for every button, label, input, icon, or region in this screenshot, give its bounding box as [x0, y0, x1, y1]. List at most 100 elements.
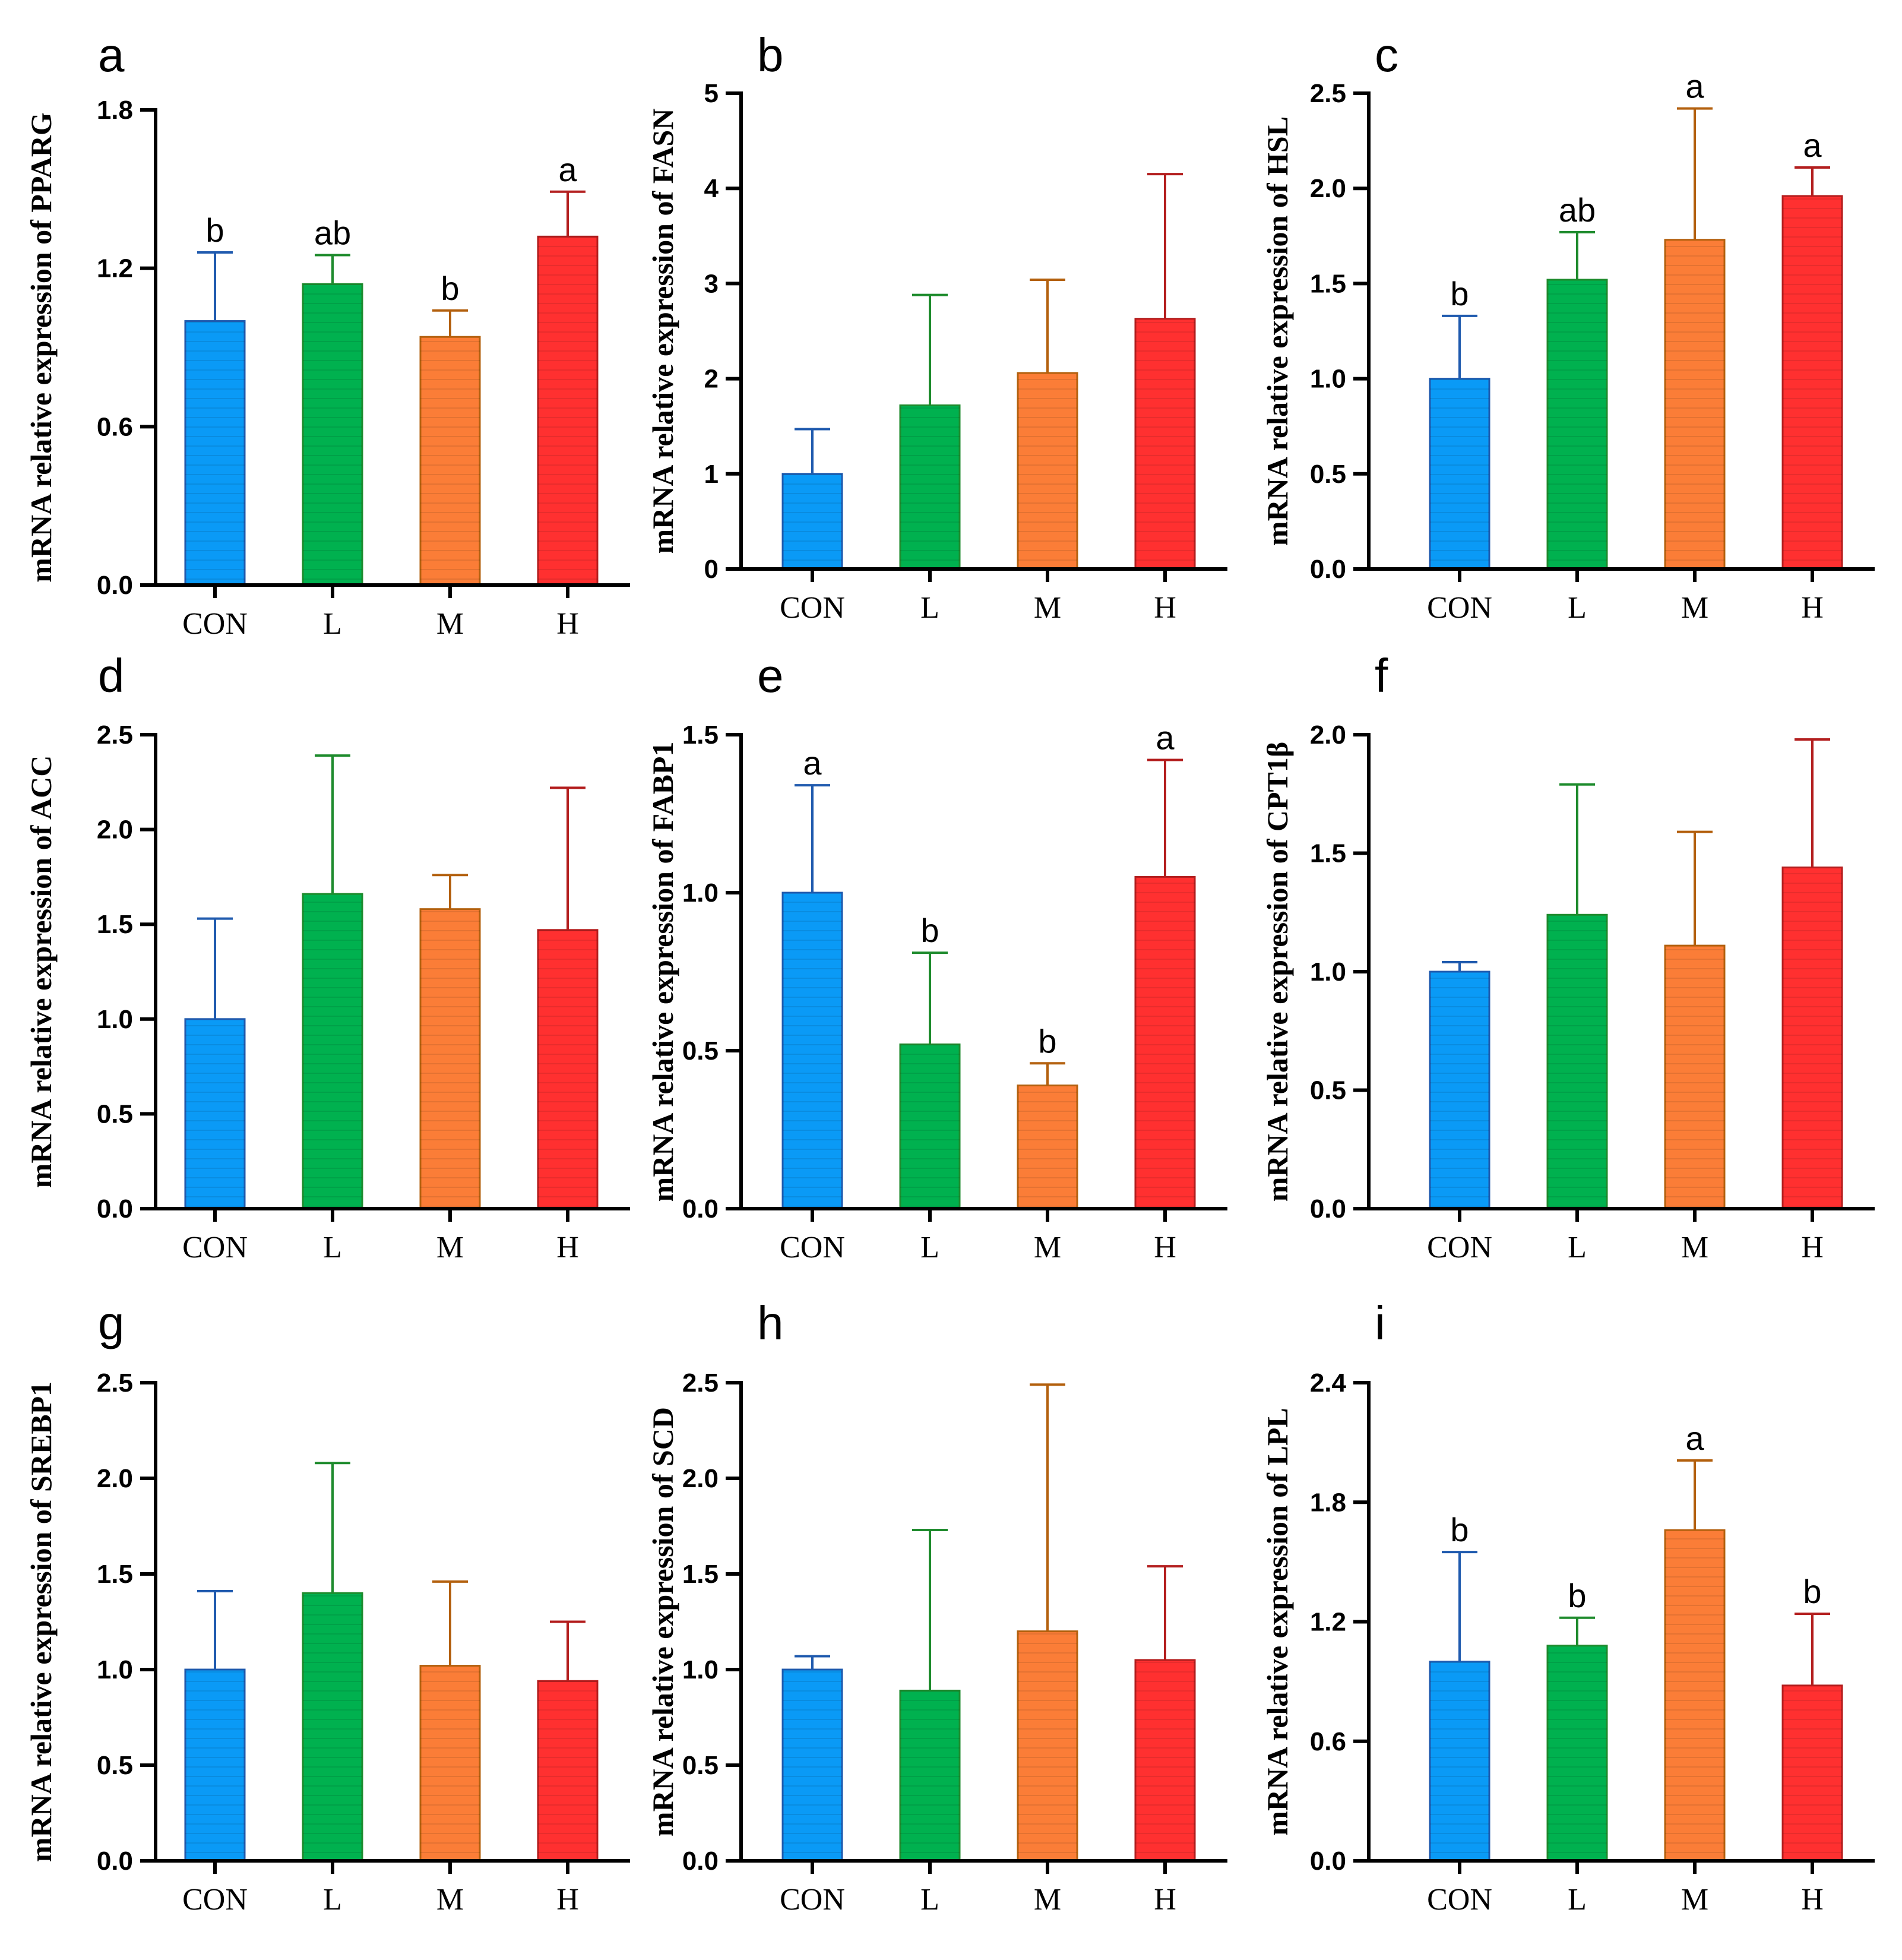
- x-tick-label: M: [436, 607, 464, 641]
- x-tick-label: M: [1034, 1883, 1061, 1917]
- x-tick-label: CON: [182, 1231, 248, 1264]
- x-tick-label: CON: [1427, 1883, 1492, 1917]
- x-tick-label: H: [556, 1883, 579, 1917]
- y-tick-label: 0.0: [1310, 555, 1346, 584]
- chart-panel-i: i mRNA relative expression of LPL 0.0 0.6 1.…: [1261, 1297, 1875, 1917]
- x-tick-label: L: [920, 1231, 939, 1264]
- y-tick-label: 2.4: [1310, 1368, 1347, 1398]
- panel-letter: a: [98, 29, 125, 81]
- y-tick-label: 0: [704, 555, 719, 584]
- panel-letter: c: [1375, 29, 1398, 81]
- chart-panel-d: d mRNA relative expression of ACC 0.0 0.5 1.…: [24, 649, 630, 1264]
- significance-label: b: [205, 211, 224, 249]
- y-tick-label: 1.5: [1310, 839, 1346, 868]
- x-tick-label: M: [1034, 1231, 1061, 1264]
- y-tick-label: 0.5: [682, 1036, 719, 1066]
- x-tick-label: M: [1034, 591, 1061, 625]
- y-tick-label: 0.6: [97, 412, 133, 441]
- significance-label: a: [1156, 719, 1175, 757]
- significance-label: b: [1450, 1511, 1469, 1548]
- significance-label: a: [1685, 1420, 1704, 1457]
- significance-label: a: [1685, 68, 1704, 105]
- y-axis-label: mRNA relative expression of LPL: [1261, 1408, 1294, 1835]
- y-tick-label: 0.5: [682, 1751, 719, 1780]
- y-axis-label: mRNA relative expression of ACC: [24, 755, 58, 1188]
- y-tick-label: 0.0: [1310, 1194, 1346, 1224]
- y-tick-label: 0.6: [1310, 1727, 1346, 1756]
- panel-letter: d: [98, 649, 125, 702]
- x-tick-label: L: [1568, 591, 1587, 625]
- chart-panel-f: f mRNA relative expression of CPT1β 0.0 0.5…: [1261, 649, 1875, 1264]
- y-tick-label: 2.5: [97, 1368, 133, 1398]
- x-tick-label: H: [1801, 591, 1824, 625]
- x-tick-label: L: [920, 1883, 939, 1917]
- significance-label: a: [558, 151, 577, 188]
- y-tick-label: 5: [704, 79, 719, 108]
- bar-texture: [1135, 877, 1195, 1209]
- bar-texture: [1135, 318, 1195, 569]
- bar-texture: [900, 1690, 960, 1861]
- bar-texture: [783, 473, 842, 569]
- y-tick-label: 1.0: [1310, 957, 1346, 987]
- x-tick-label: CON: [1427, 591, 1492, 625]
- bar-texture: [1547, 279, 1607, 569]
- x-tick-label: H: [556, 607, 579, 641]
- bar-texture: [900, 405, 960, 569]
- panel-letter: f: [1375, 649, 1388, 702]
- x-tick-label: M: [436, 1883, 464, 1917]
- y-tick-label: 0.0: [682, 1194, 719, 1224]
- panel-letter: h: [757, 1297, 784, 1349]
- x-tick-label: L: [1568, 1231, 1587, 1264]
- y-tick-label: 1.5: [682, 720, 719, 750]
- y-tick-label: 2.5: [97, 720, 133, 750]
- significance-label: b: [1568, 1577, 1586, 1614]
- x-tick-label: M: [436, 1231, 464, 1264]
- y-tick-label: 0.0: [97, 1847, 133, 1876]
- y-tick-label: 2.0: [1310, 174, 1346, 203]
- y-tick-label: 0.5: [97, 1099, 133, 1128]
- y-tick-label: 0.5: [97, 1751, 133, 1780]
- panel-letter: b: [757, 29, 784, 81]
- x-tick-label: M: [1681, 1883, 1708, 1917]
- x-tick-label: CON: [780, 1883, 845, 1917]
- bar-texture: [1783, 867, 1842, 1209]
- bar-texture: [538, 236, 597, 585]
- bar-texture: [1018, 1085, 1077, 1209]
- bar-texture: [1018, 1631, 1077, 1861]
- y-tick-label: 1.5: [1310, 269, 1346, 298]
- bar-texture: [185, 321, 245, 585]
- chart-panel-a: a mRNA relative expression of PPARG 0.0 0.6…: [24, 29, 630, 641]
- x-tick-label: CON: [182, 607, 248, 641]
- x-tick-label: H: [1154, 1883, 1176, 1917]
- significance-label: a: [803, 744, 822, 782]
- x-tick-label: L: [323, 607, 342, 641]
- bar-texture: [1783, 1685, 1842, 1861]
- y-tick-label: 1.2: [97, 254, 133, 283]
- bar-texture: [303, 284, 362, 585]
- bar-texture: [783, 1670, 842, 1861]
- x-tick-label: L: [323, 1231, 342, 1264]
- y-tick-label: 1: [704, 460, 719, 489]
- significance-label: b: [1038, 1022, 1056, 1060]
- y-axis-label: mRNA relative expression of CPT1β: [1261, 742, 1294, 1202]
- y-tick-label: 0.0: [682, 1847, 719, 1876]
- x-tick-label: L: [323, 1883, 342, 1917]
- bar-texture: [1430, 972, 1489, 1209]
- bar-texture: [538, 930, 597, 1209]
- y-tick-label: 1.5: [97, 1560, 133, 1589]
- bar-texture: [420, 909, 480, 1209]
- bar-texture: [1430, 1661, 1489, 1861]
- chart-panel-b: b mRNA relative expression of FASN 0 1 2 3 4 5 C…: [646, 29, 1227, 625]
- x-tick-label: H: [1801, 1883, 1824, 1917]
- x-tick-label: M: [1681, 1231, 1708, 1264]
- x-tick-label: M: [1681, 591, 1708, 625]
- y-axis-label: mRNA relative expression of FABP1: [646, 742, 679, 1202]
- significance-label: ab: [314, 214, 351, 251]
- x-tick-label: H: [1154, 1231, 1176, 1264]
- y-tick-label: 2.5: [682, 1368, 719, 1398]
- bar-texture: [420, 1665, 480, 1861]
- x-tick-label: H: [556, 1231, 579, 1264]
- bar-texture: [1547, 915, 1607, 1209]
- bar-texture: [900, 1044, 960, 1209]
